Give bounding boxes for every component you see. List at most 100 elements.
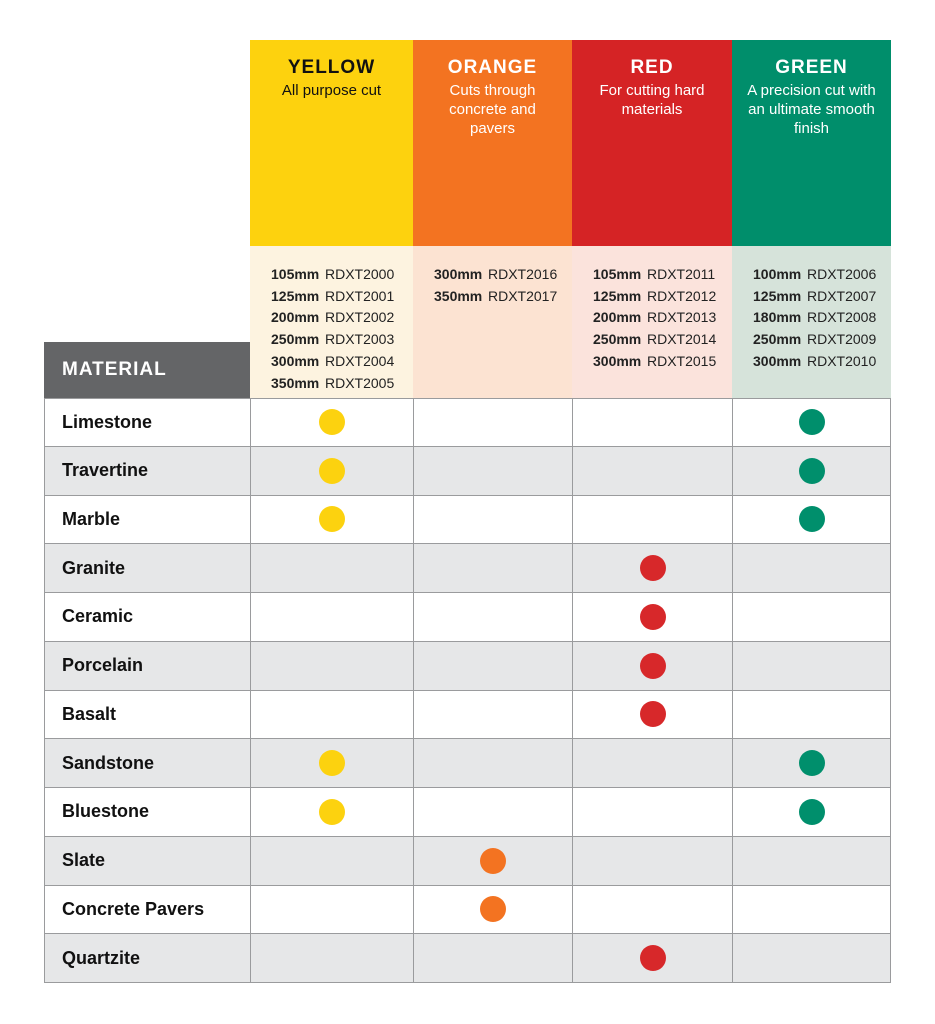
product-size: 200mm [271,309,320,326]
cell-red [572,836,732,885]
cell-red [572,934,732,982]
cell-red [572,495,732,544]
yellow-dot-icon [319,506,345,533]
cell-red [572,885,732,934]
red-dot-icon [639,652,666,679]
cell-orange [413,446,572,495]
table-row: Quartzite [44,934,891,983]
product-code: RDXT2013 [647,309,717,326]
product-code: RDXT2001 [325,287,395,304]
product-size: 300mm [434,266,483,282]
cell-red [572,788,732,836]
yellow-dot-icon [319,798,345,825]
cell-orange [413,885,572,934]
green-dot-icon [798,798,825,825]
product-size: 300mm [271,352,320,369]
cell-yellow [250,690,413,739]
table-row: Porcelain [44,641,891,691]
cell-green [732,739,891,787]
product-item: 350mm RDXT2005 [271,373,413,395]
blade-title: YELLOW [287,57,376,78]
blade-header-yellow: YELLOW All purpose cut [250,40,413,246]
cell-yellow [250,544,413,592]
green-dot-icon [798,409,825,436]
material-name: Bluestone [44,788,250,836]
table-row: Ceramic [44,593,891,642]
yellow-dot-icon [319,409,345,436]
orange-dot-icon [480,896,506,923]
product-size: 200mm [593,309,642,326]
cell-green [732,544,891,592]
table-row: Limestone [44,398,891,447]
cell-red [572,593,732,641]
cell-yellow [250,593,413,641]
product-code: RDXT2016 [488,266,558,282]
product-code: RDXT2011 [647,266,716,282]
cell-red [572,739,732,787]
blade-description: For cutting hard materials [599,82,705,118]
cell-yellow [250,836,413,885]
cell-orange [413,641,572,690]
cell-orange [413,739,572,787]
table-row: Slate [44,836,891,886]
cell-yellow [250,446,413,495]
cell-orange [413,399,572,446]
red-dot-icon [639,555,666,582]
product-code: RDXT2012 [647,287,717,304]
cell-green [732,641,891,690]
green-dot-icon [798,506,825,533]
blade-header-red: RED For cutting hard materials [572,40,732,246]
material-name: Slate [44,836,250,885]
product-item: 250mm RDXT2014 [593,329,732,351]
cell-red [572,399,732,446]
product-size: 300mm [753,352,802,369]
product-size: 125mm [271,287,320,304]
product-size: 300mm [593,352,642,369]
table-row: Basalt [44,690,891,740]
table-row: Travertine [44,446,891,496]
product-size: 250mm [271,331,320,348]
cell-yellow [250,934,413,982]
product-item: 125mm RDXT2001 [271,286,413,308]
product-size: 125mm [593,287,642,304]
product-item: 350mm RDXT2017 [434,286,572,308]
product-code: RDXT2009 [807,331,877,348]
product-list-yellow: 105mm RDXT2000 125mm RDXT2001 200mm RDXT2002 2… [250,246,413,398]
cell-yellow [250,788,413,836]
product-code: RDXT2017 [488,287,558,304]
green-dot-icon [798,750,825,777]
cell-green [732,593,891,641]
yellow-dot-icon [319,750,345,777]
material-name: Marble [44,495,250,544]
table-row: Concrete Pavers [44,885,891,935]
cell-green [732,495,891,544]
material-name: Granite [44,544,250,592]
product-item: 300mm RDXT2004 [271,351,413,373]
blade-title: GREEN [775,57,848,78]
cell-orange [413,788,572,836]
red-dot-icon [639,603,666,630]
material-name: Concrete Pavers [44,885,250,934]
product-item: 300mm RDXT2015 [593,351,732,373]
table-row: Marble [44,495,891,545]
product-code: RDXT2015 [647,352,717,369]
cell-yellow [250,641,413,690]
cell-yellow [250,885,413,934]
product-code: RDXT2008 [807,309,877,326]
yellow-dot-icon [319,457,345,484]
product-item: 125mm RDXT2007 [753,286,891,308]
product-size: 350mm [271,374,320,391]
product-code: RDXT2006 [807,266,877,282]
cell-orange [413,836,572,885]
product-item: 300mm RDXT2016 [434,264,572,286]
cell-red [572,446,732,495]
cell-yellow [250,739,413,787]
cell-green [732,934,891,982]
product-size: 125mm [753,287,802,304]
product-size: 180mm [753,309,802,326]
cell-green [732,399,891,446]
product-code: RDXT2002 [325,309,395,326]
product-size: 105mm [271,266,320,282]
product-code: RDXT2007 [807,287,877,304]
material-header: MATERIAL [44,342,250,398]
